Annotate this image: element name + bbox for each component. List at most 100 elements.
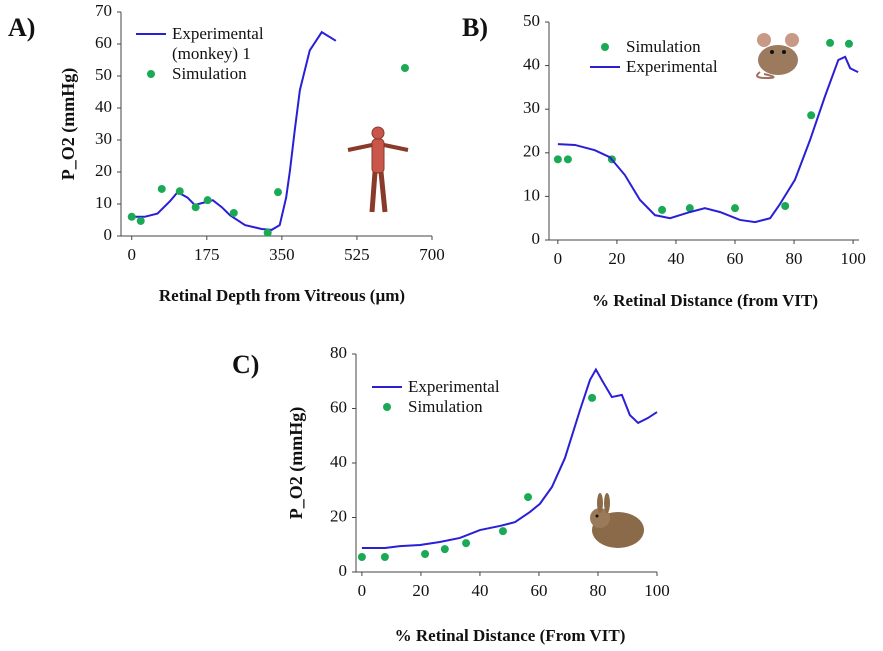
data-point xyxy=(462,539,471,548)
data-point xyxy=(588,393,597,402)
y-tick-label: 0 xyxy=(339,561,348,580)
x-tick-label: 20 xyxy=(412,581,429,600)
data-line xyxy=(557,55,859,224)
data-point xyxy=(127,212,136,221)
data-point xyxy=(685,204,694,213)
data-point xyxy=(524,493,533,502)
legend-marker xyxy=(590,66,620,68)
data-point xyxy=(498,527,507,536)
y-tick-label: 50 xyxy=(95,65,112,84)
x-tick-label: 20 xyxy=(608,249,625,268)
data-point xyxy=(844,39,853,48)
human-icon xyxy=(347,126,409,213)
data-point xyxy=(553,155,562,164)
legend-marker xyxy=(136,33,166,35)
legend-entry: Simulation xyxy=(588,37,748,57)
legend: Experimental Simulation xyxy=(370,377,530,417)
y-axis-label: P_O2 (mmHg) xyxy=(286,407,307,519)
y-tick-label: 80 xyxy=(330,343,347,362)
legend-marker xyxy=(601,43,609,51)
legend-marker xyxy=(372,386,402,388)
x-tick-label: 40 xyxy=(471,581,488,600)
x-tick-label: 80 xyxy=(786,249,803,268)
y-tick-label: 20 xyxy=(95,161,112,180)
data-point xyxy=(563,155,572,164)
y-tick-label: 40 xyxy=(95,97,112,116)
y-tick-label: 10 xyxy=(95,193,112,212)
legend-dot xyxy=(383,403,391,411)
data-point xyxy=(421,550,430,559)
y-tick-label: 10 xyxy=(523,185,540,204)
legend-entry: Experimental xyxy=(370,377,530,397)
y-tick-label: 30 xyxy=(523,98,540,117)
data-point xyxy=(229,208,238,217)
y-tick-label: 20 xyxy=(330,506,347,525)
x-tick-label: 525 xyxy=(344,245,370,264)
legend: Experimental (monkey) 1 Simulation xyxy=(134,24,284,84)
y-tick-label: 60 xyxy=(330,397,347,416)
x-tick-label: 700 xyxy=(419,245,445,264)
data-point xyxy=(175,187,184,196)
data-line xyxy=(361,367,658,550)
x-tick-label: 0 xyxy=(554,249,563,268)
legend-marker xyxy=(383,403,391,411)
x-tick-label: 0 xyxy=(358,581,367,600)
y-tick-label: 70 xyxy=(95,1,112,20)
legend-entry: Experimental (monkey) 1 xyxy=(134,24,284,64)
panel-label: A) xyxy=(8,13,35,42)
y-axis-label: P_O2 (mmHg) xyxy=(58,68,79,180)
data-point xyxy=(380,553,389,562)
x-tick-label: 100 xyxy=(840,249,866,268)
rabbit-icon xyxy=(590,493,644,548)
legend-entry: Simulation xyxy=(134,64,284,84)
x-axis-label: % Retinal Distance (from VIT) xyxy=(592,291,818,310)
x-tick-label: 175 xyxy=(194,245,220,264)
y-tick-label: 50 xyxy=(523,11,540,30)
legend-label: Simulation xyxy=(626,37,701,56)
data-point xyxy=(191,203,200,212)
data-point xyxy=(263,228,272,237)
legend-label: Experimental xyxy=(626,57,718,76)
x-tick-label: 350 xyxy=(269,245,295,264)
data-point xyxy=(440,545,449,554)
legend-entry: Experimental xyxy=(588,57,748,77)
y-tick-label: 20 xyxy=(523,142,540,161)
data-point xyxy=(400,64,409,72)
legend: Simulation Experimental xyxy=(588,37,748,77)
data-point xyxy=(826,38,835,47)
legend-label: Experimental xyxy=(408,377,500,396)
mouse-icon xyxy=(756,33,799,80)
legend-marker xyxy=(147,70,155,78)
legend-entry: Simulation xyxy=(370,397,530,417)
data-point xyxy=(731,204,739,213)
y-tick-label: 40 xyxy=(330,452,347,471)
data-point xyxy=(357,553,366,562)
x-axis-label: Retinal Depth from Vitreous (µm) xyxy=(159,286,405,305)
legend-label: Experimental (monkey) 1 xyxy=(172,24,264,63)
x-tick-label: 60 xyxy=(727,249,744,268)
x-tick-label: 100 xyxy=(644,581,670,600)
data-point xyxy=(274,188,283,197)
y-tick-label: 30 xyxy=(95,129,112,148)
data-line xyxy=(131,30,337,231)
panel-label: C) xyxy=(232,350,259,379)
y-tick-label: 60 xyxy=(95,33,112,52)
x-tick-label: 40 xyxy=(667,249,684,268)
legend-label: Simulation xyxy=(408,397,483,416)
x-tick-label: 60 xyxy=(530,581,547,600)
data-point xyxy=(781,201,790,210)
data-point xyxy=(136,216,145,225)
data-point xyxy=(157,184,166,193)
y-tick-label: 0 xyxy=(532,229,541,248)
legend-label: Simulation xyxy=(172,64,247,83)
data-point xyxy=(807,111,816,120)
y-tick-label: 0 xyxy=(104,225,113,244)
y-tick-label: 40 xyxy=(523,55,540,74)
data-point xyxy=(203,196,212,205)
x-axis-label: % Retinal Distance (From VIT) xyxy=(395,626,626,645)
panel-label: B) xyxy=(462,13,488,42)
x-tick-label: 0 xyxy=(127,245,136,264)
legend-dot xyxy=(147,70,155,78)
